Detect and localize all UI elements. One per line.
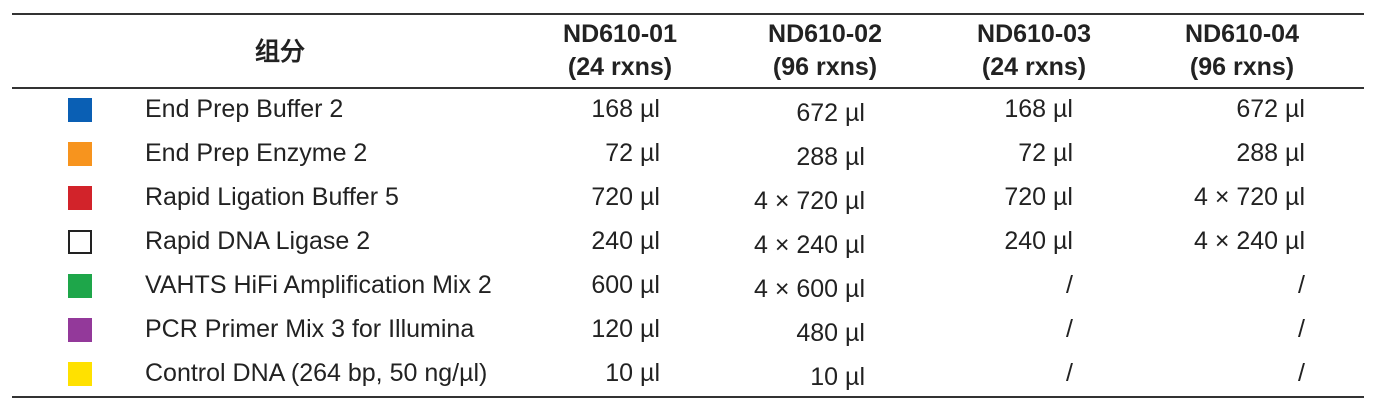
value-nd610-04: 4 × 720 µl [1193,183,1305,211]
value-nd610-04: / [1298,271,1305,299]
component-header: 组分 [254,37,305,66]
color-swatch-orange [68,142,92,166]
value-nd610-02: 4 × 240 µl [753,231,865,259]
table-row-end-prep-enzyme: End Prep Enzyme 2 72 µl 288 µl 72 µl 288… [0,132,1380,176]
color-swatch-green [68,274,92,298]
color-swatch-purple [68,318,92,342]
column-header-nd610-02: ND610-02 (96 rxns) [725,18,925,84]
value-nd610-01: 168 µl [591,95,660,123]
component-name: VAHTS HiFi Amplification Mix 2 [145,271,492,299]
value-nd610-03: 240 µl [1004,227,1073,255]
column-rxns: (96 rxns) [1189,53,1295,81]
color-swatch-yellow [68,362,92,386]
column-header-nd610-04: ND610-04 (96 rxns) [1142,18,1342,84]
value-nd610-04: 4 × 240 µl [1193,227,1305,255]
value-nd610-03: 720 µl [1004,183,1073,211]
color-swatch-red [68,186,92,210]
color-swatch-blue [68,98,92,122]
value-nd610-01: 120 µl [591,315,660,343]
column-code: ND610-02 [768,20,882,48]
value-nd610-01: 10 µl [605,359,660,387]
column-header-nd610-03: ND610-03 (24 rxns) [934,18,1134,84]
color-swatch-white [68,230,92,254]
value-nd610-01: 72 µl [605,139,660,167]
table-header-rule [12,87,1364,89]
value-nd610-01: 600 µl [591,271,660,299]
value-nd610-04: 672 µl [1236,95,1305,123]
table-row-end-prep-buffer: End Prep Buffer 2 168 µl 672 µl 168 µl 6… [0,88,1380,132]
value-nd610-04: 288 µl [1236,139,1305,167]
table-row-pcr-primer-mix: PCR Primer Mix 3 for Illumina 120 µl 480… [0,308,1380,352]
value-nd610-02: 4 × 720 µl [753,187,865,215]
value-nd610-02: 672 µl [796,99,865,127]
component-name: Rapid DNA Ligase 2 [145,227,371,255]
table-row-rapid-ligation-buffer: Rapid Ligation Buffer 5 720 µl 4 × 720 µ… [0,176,1380,220]
value-nd610-03: / [1066,271,1073,299]
table-row-control-dna: Control DNA (264 bp, 50 ng/µl) 10 µl 10 … [0,352,1380,396]
value-nd610-02: 10 µl [810,363,865,391]
column-rxns: (24 rxns) [981,53,1087,81]
table-row-hifi-amplification-mix: VAHTS HiFi Amplification Mix 2 600 µl 4 … [0,264,1380,308]
value-nd610-01: 720 µl [591,183,660,211]
column-header-nd610-01: ND610-01 (24 rxns) [520,18,720,84]
table-top-rule [12,13,1364,15]
table-row-rapid-dna-ligase: Rapid DNA Ligase 2 240 µl 4 × 240 µl 240… [0,220,1380,264]
value-nd610-03: 72 µl [1018,139,1073,167]
value-nd610-03: / [1066,359,1073,387]
column-code: ND610-01 [563,20,677,48]
value-nd610-04: / [1298,359,1305,387]
column-code: ND610-04 [1185,20,1299,48]
component-name: End Prep Buffer 2 [145,95,344,123]
component-name: Rapid Ligation Buffer 5 [145,183,399,211]
column-rxns: (24 rxns) [567,53,673,81]
column-code: ND610-03 [977,20,1091,48]
value-nd610-02: 288 µl [796,143,865,171]
value-nd610-03: 168 µl [1004,95,1073,123]
value-nd610-03: / [1066,315,1073,343]
value-nd610-02: 4 × 600 µl [753,275,865,303]
table-bottom-rule [12,396,1364,398]
value-nd610-04: / [1298,315,1305,343]
value-nd610-02: 480 µl [796,319,865,347]
component-name: Control DNA (264 bp, 50 ng/µl) [145,359,488,387]
value-nd610-01: 240 µl [591,227,660,255]
component-name: PCR Primer Mix 3 for Illumina [145,315,475,343]
column-rxns: (96 rxns) [772,53,878,81]
component-name: End Prep Enzyme 2 [145,139,368,167]
